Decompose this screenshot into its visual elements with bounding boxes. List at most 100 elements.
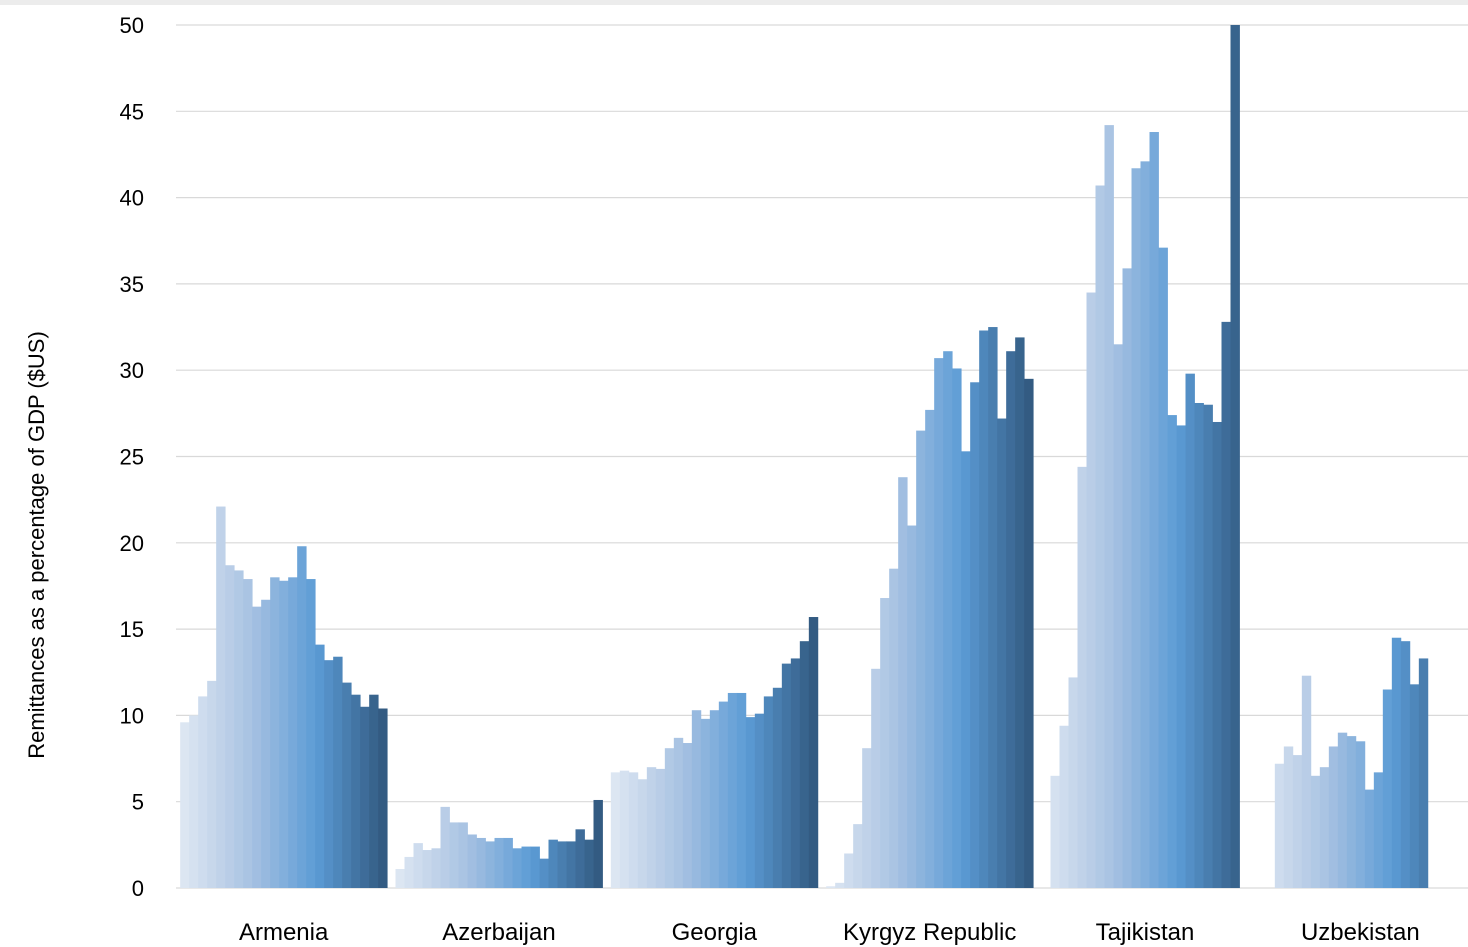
y-tick-label: 20 bbox=[120, 531, 144, 556]
bar-armenia bbox=[243, 579, 253, 888]
bar-azerbaijan bbox=[395, 869, 405, 888]
y-tick-label: 30 bbox=[120, 358, 144, 383]
category-label: Uzbekistan bbox=[1301, 919, 1420, 946]
category-label: Tajikistan bbox=[1096, 919, 1195, 946]
y-tick-label: 25 bbox=[120, 445, 144, 470]
bar-kyrgyz-republic bbox=[916, 430, 926, 888]
bar-georgia bbox=[664, 748, 675, 888]
bar-kyrgyz-republic bbox=[952, 368, 962, 889]
category-label: Armenia bbox=[239, 919, 329, 946]
y-tick-label: 45 bbox=[120, 99, 144, 124]
bar-uzbekistan bbox=[1283, 746, 1294, 888]
bar-georgia bbox=[772, 687, 783, 888]
bar-azerbaijan bbox=[503, 837, 513, 888]
bar-azerbaijan bbox=[458, 822, 468, 888]
bar-tajikistan bbox=[1113, 344, 1123, 888]
bar-kyrgyz-republic bbox=[943, 351, 953, 889]
bar-uzbekistan bbox=[1319, 767, 1330, 888]
bar-uzbekistan bbox=[1355, 741, 1366, 888]
bar-armenia bbox=[369, 694, 379, 888]
y-tick-label: 0 bbox=[132, 876, 144, 901]
bar-kyrgyz-republic bbox=[997, 418, 1007, 888]
bar-tajikistan bbox=[1203, 404, 1213, 888]
category-labels: Armenia Azerbaijan Georgia Kyrgyz Republic T… bbox=[239, 919, 1420, 946]
bar-georgia bbox=[790, 658, 801, 888]
y-tick-label: 35 bbox=[120, 272, 144, 297]
y-tick-label: 10 bbox=[120, 703, 144, 728]
bar-georgia bbox=[736, 692, 747, 888]
bar-georgia bbox=[619, 770, 630, 888]
bar-azerbaijan bbox=[431, 848, 441, 888]
bar-tajikistan bbox=[1221, 321, 1231, 888]
bar-georgia bbox=[682, 743, 693, 888]
bar-uzbekistan bbox=[1328, 746, 1339, 888]
y-tick-labels: 0 5 10 15 20 25 30 35 40 45 50 bbox=[120, 13, 144, 901]
bar-uzbekistan bbox=[1346, 736, 1357, 888]
bar-georgia bbox=[709, 710, 720, 888]
y-tick-label: 15 bbox=[120, 617, 144, 642]
bar-azerbaijan bbox=[548, 839, 558, 888]
bar-kyrgyz-republic bbox=[889, 568, 899, 888]
bar-armenia bbox=[288, 577, 298, 888]
bar-georgia bbox=[727, 692, 738, 888]
bar-kyrgyz-republic bbox=[844, 853, 854, 888]
bar-georgia bbox=[637, 779, 648, 888]
bar-kyrgyz-republic bbox=[826, 886, 836, 888]
bar-armenia bbox=[360, 706, 370, 888]
bar-georgia bbox=[628, 772, 639, 888]
bar-tajikistan bbox=[1176, 425, 1186, 888]
bar-azerbaijan bbox=[539, 858, 549, 888]
gridlines bbox=[176, 24, 1468, 889]
bar-tajikistan bbox=[1068, 677, 1078, 888]
bar-azerbaijan bbox=[404, 856, 414, 888]
bars bbox=[180, 25, 1429, 889]
bar-tajikistan bbox=[1059, 725, 1069, 888]
bar-kyrgyz-republic bbox=[979, 330, 989, 888]
bar-armenia bbox=[297, 546, 307, 888]
bar-uzbekistan bbox=[1301, 675, 1312, 888]
bar-azerbaijan bbox=[413, 843, 423, 888]
bar-georgia bbox=[691, 710, 702, 888]
bar-uzbekistan bbox=[1373, 772, 1384, 888]
y-axis-label: Remittances as a percentage of GDP ($US) bbox=[24, 331, 49, 759]
bar-kyrgyz-republic bbox=[1024, 378, 1034, 888]
bar-georgia bbox=[763, 696, 774, 888]
bar-azerbaijan bbox=[530, 846, 540, 888]
bar-kyrgyz-republic bbox=[862, 748, 872, 888]
bar-uzbekistan bbox=[1292, 755, 1303, 888]
bar-uzbekistan bbox=[1382, 689, 1393, 888]
bar-azerbaijan bbox=[494, 837, 504, 888]
y-tick-label: 40 bbox=[120, 186, 144, 211]
bar-tajikistan bbox=[1104, 125, 1114, 889]
category-label: Kyrgyz Republic bbox=[843, 919, 1016, 946]
bar-armenia bbox=[207, 680, 217, 888]
bar-azerbaijan bbox=[575, 829, 585, 888]
bar-uzbekistan bbox=[1418, 658, 1429, 888]
bar-azerbaijan bbox=[593, 799, 603, 888]
category-label: Azerbaijan bbox=[442, 919, 555, 946]
bar-georgia bbox=[754, 713, 765, 888]
bar-kyrgyz-republic bbox=[1006, 351, 1016, 889]
bar-georgia bbox=[745, 717, 756, 888]
bar-tajikistan bbox=[1140, 161, 1150, 889]
bar-uzbekistan bbox=[1310, 775, 1321, 888]
bar-armenia bbox=[189, 715, 199, 888]
bar-tajikistan bbox=[1077, 466, 1087, 888]
bar-azerbaijan bbox=[485, 841, 495, 888]
bar-georgia bbox=[718, 701, 729, 888]
bar-azerbaijan bbox=[557, 841, 567, 888]
bar-kyrgyz-republic bbox=[898, 477, 908, 888]
bar-georgia bbox=[781, 663, 792, 888]
bar-armenia bbox=[180, 722, 190, 888]
bar-kyrgyz-republic bbox=[1015, 337, 1025, 888]
y-tick-label: 5 bbox=[132, 790, 144, 815]
bar-uzbekistan bbox=[1274, 763, 1285, 888]
bar-armenia bbox=[315, 644, 325, 888]
bar-armenia bbox=[261, 599, 271, 888]
bar-kyrgyz-republic bbox=[853, 824, 863, 888]
bar-azerbaijan bbox=[449, 822, 459, 888]
bar-tajikistan bbox=[1086, 292, 1096, 888]
bar-tajikistan bbox=[1194, 402, 1204, 888]
bar-armenia bbox=[252, 606, 262, 888]
